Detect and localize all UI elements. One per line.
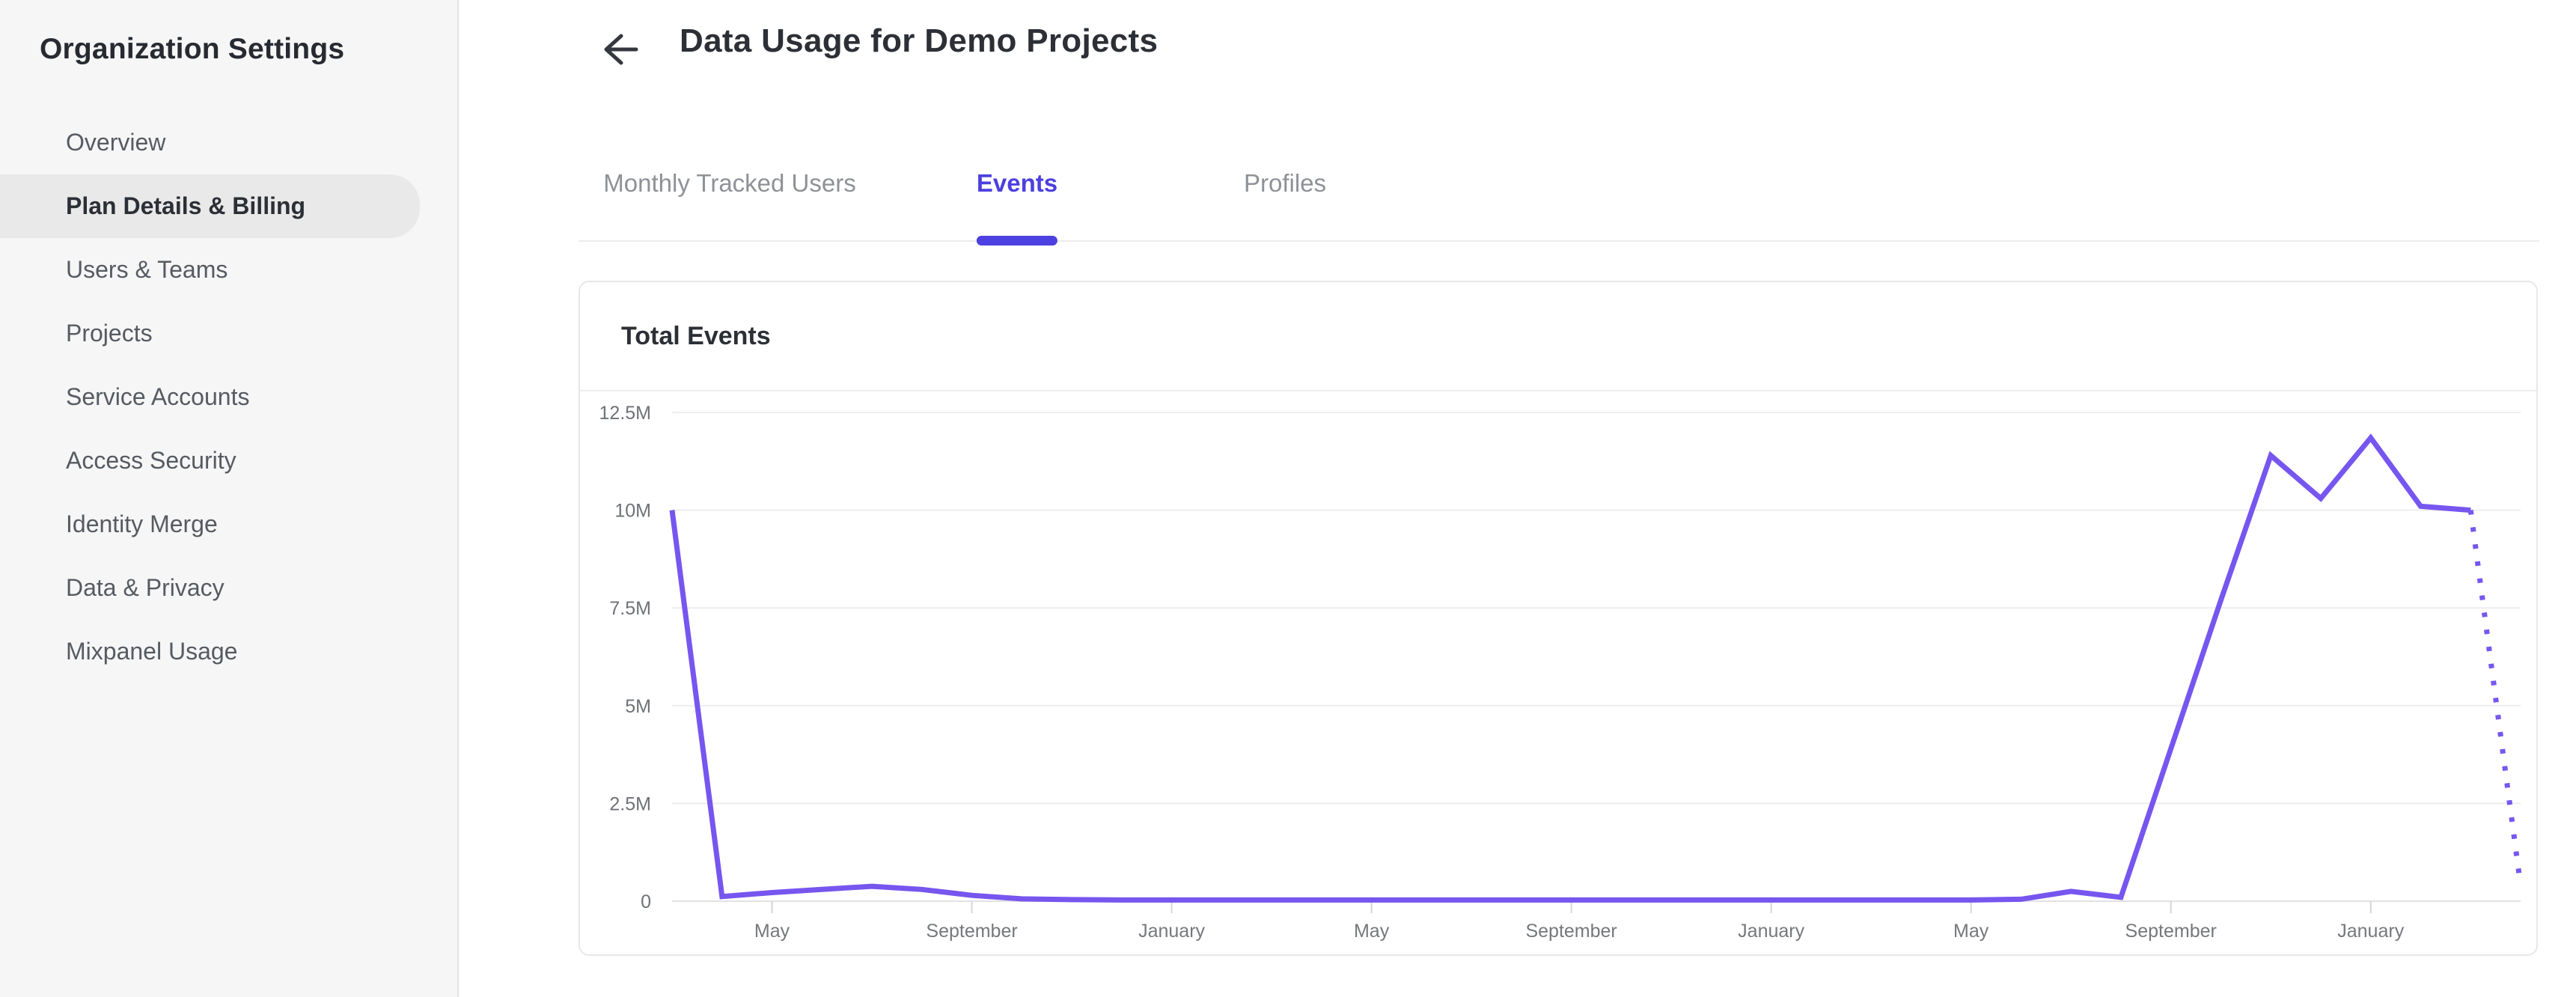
x-axis-label: January	[1738, 921, 1804, 942]
sidebar-item-data-privacy[interactable]: Data & Privacy	[66, 574, 225, 601]
tab-profiles[interactable]: Profiles	[1244, 169, 1326, 240]
y-axis-label: 10M	[614, 501, 651, 522]
x-axis-label: January	[2337, 921, 2404, 942]
y-axis-label: 7.5M	[609, 598, 651, 619]
x-axis-label: May	[1953, 921, 1989, 942]
main-content: Data Usage for Demo Projects Monthly Tra…	[459, 0, 2576, 997]
sidebar-item-service-accounts[interactable]: Service Accounts	[66, 383, 250, 410]
back-button[interactable]	[597, 30, 639, 69]
total-events-line-chart: 0 2.5M 5M 7.5M 10M 12.5M May September January Ma…	[599, 403, 2524, 942]
card-header: Total Events	[580, 282, 2536, 391]
tab-label: Events	[976, 169, 1058, 197]
organization-settings-sidebar: Organization Settings Overview Plan Detai…	[0, 0, 459, 997]
active-tab-indicator	[976, 236, 1058, 246]
sidebar-item-users-teams[interactable]: Users & Teams	[66, 256, 228, 283]
tab-monthly-tracked-users[interactable]: Monthly Tracked Users	[603, 169, 855, 240]
card-title: Total Events	[621, 321, 771, 350]
tab-events[interactable]: Events	[976, 169, 1058, 246]
y-axis-label: 12.5M	[599, 403, 651, 424]
tab-label: Monthly Tracked Users	[603, 169, 856, 197]
sidebar-item-access-security[interactable]: Access Security	[66, 447, 236, 474]
x-axis-label: January	[1138, 921, 1205, 942]
sidebar-title: Organization Settings	[40, 33, 345, 65]
sidebar-item-projects[interactable]: Projects	[66, 320, 153, 347]
sidebar-item-plan-details-billing[interactable]: Plan Details & Billing	[0, 174, 420, 238]
tab-bar: Monthly Tracked Users Events Profiles	[579, 150, 2539, 246]
y-axis-label: 0	[641, 891, 651, 912]
x-axis-label: September	[1525, 921, 1617, 942]
x-axis-label: September	[926, 921, 1017, 942]
total-events-series-line	[669, 433, 2471, 903]
tab-label: Profiles	[1243, 169, 1327, 197]
sidebar-item-overview[interactable]: Overview	[66, 129, 166, 156]
y-axis-label: 5M	[625, 696, 651, 717]
sidebar-item-mixpanel-usage[interactable]: Mixpanel Usage	[66, 638, 238, 665]
x-axis-label: May	[1354, 921, 1390, 942]
sidebar-nav: Overview Plan Details & Billing Users & Te…	[0, 111, 457, 683]
x-axis-label: May	[754, 921, 790, 942]
page-title: Data Usage for Demo Projects	[680, 22, 1159, 59]
sidebar-item-identity-merge[interactable]: Identity Merge	[66, 510, 218, 537]
left-arrow-icon	[597, 34, 639, 71]
total-events-card: Total Events 0 2.5M 5M 7.5M 10M 12.5M May Septe…	[579, 281, 2538, 956]
y-axis-label: 2.5M	[609, 793, 651, 814]
x-axis-label: September	[2125, 921, 2217, 942]
projected-series-segment-dotted	[2467, 510, 2524, 886]
